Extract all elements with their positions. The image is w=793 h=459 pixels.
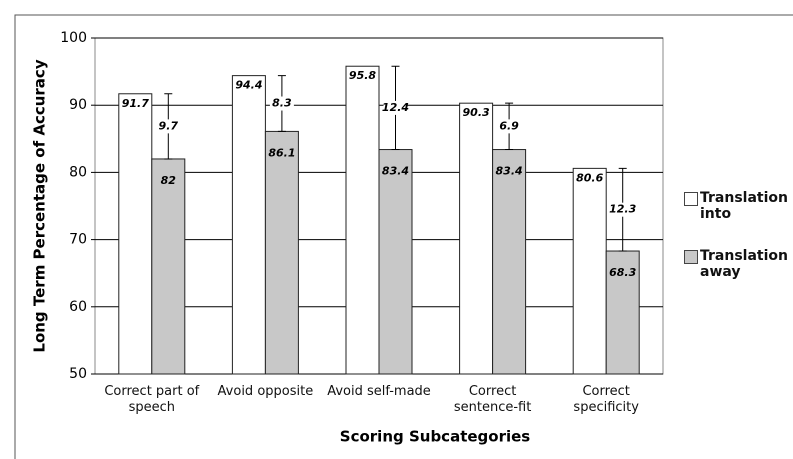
- bar: [264, 130, 299, 375]
- legend-swatch: [684, 192, 698, 206]
- data-label: 83.4: [382, 165, 409, 178]
- x-tick-label: Avoid self-made: [327, 384, 431, 399]
- error-label-bg: [383, 100, 408, 115]
- bar: [572, 167, 607, 375]
- y-tick-label: 70: [69, 232, 87, 248]
- bar: [605, 250, 640, 375]
- bar: [345, 65, 380, 375]
- bar: [231, 75, 266, 375]
- data-label: 86.1: [268, 146, 295, 159]
- legend-label: Translation into: [700, 190, 788, 222]
- y-tick-label: 80: [69, 164, 87, 180]
- bar: [378, 149, 413, 375]
- data-label: 80.6: [576, 171, 603, 184]
- bar: [492, 149, 527, 375]
- frame: [14, 14, 793, 459]
- error-label-bg: [610, 202, 635, 217]
- x-tick-label: Correct sentence-fit: [453, 384, 532, 415]
- legend-label: Translation away: [700, 248, 788, 280]
- data-label: 90.3: [463, 106, 490, 119]
- error-label: 12.3: [609, 203, 636, 216]
- error-label: 9.7: [159, 119, 179, 132]
- error-label: 6.9: [499, 119, 519, 132]
- bar: [118, 93, 153, 375]
- data-label: 82: [161, 174, 177, 187]
- y-tick-label: 60: [69, 299, 87, 315]
- data-label: 95.8: [349, 69, 376, 82]
- bar: [151, 158, 186, 375]
- error-label-bg: [156, 119, 181, 134]
- legend-swatch: [684, 250, 698, 264]
- y-tick-label: 90: [69, 97, 87, 113]
- y-tick-label: 50: [69, 366, 87, 382]
- error-label: 8.3: [272, 97, 292, 110]
- bar: [459, 102, 494, 375]
- x-tick-label: Avoid opposite: [217, 384, 314, 399]
- y-tick-label: 100: [60, 30, 87, 46]
- error-label: 12.4: [382, 101, 409, 114]
- x-tick-label: Correct specificity: [573, 384, 639, 415]
- data-label: 94.4: [235, 79, 262, 92]
- x-tick-label: Correct part of speech: [104, 384, 200, 415]
- data-label: 83.4: [496, 165, 523, 178]
- y-axis-title: Long Term Percentage of Accuracy: [31, 59, 49, 352]
- error-label-bg: [269, 96, 294, 111]
- data-label: 68.3: [609, 266, 636, 279]
- data-label: 91.7: [122, 97, 149, 110]
- error-label-bg: [497, 119, 522, 134]
- x-axis-title: Scoring Subcategories: [340, 428, 531, 446]
